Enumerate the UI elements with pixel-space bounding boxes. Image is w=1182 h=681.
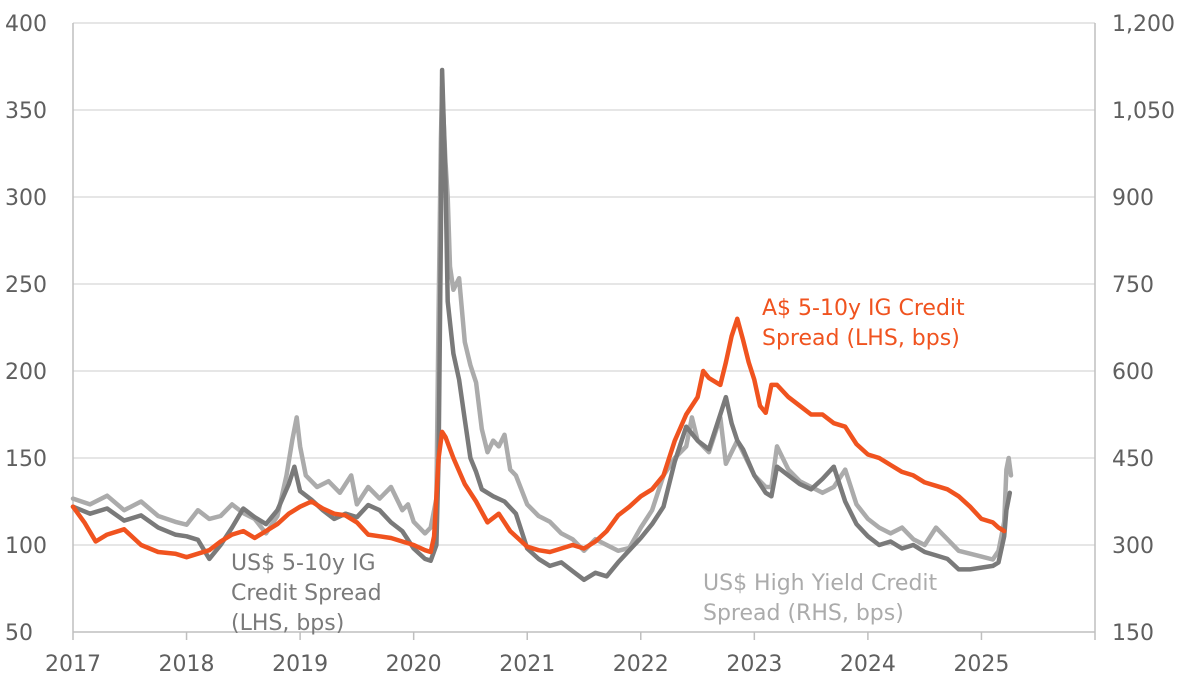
y-left-tick-label: 100: [5, 534, 47, 559]
y-right-tick-label: 450: [1112, 447, 1154, 472]
annotation-line: Spread (RHS, bps): [703, 601, 904, 626]
series-lines: [70, 67, 1014, 583]
tick-labels: 50 100 150 200 250 300 350 400 150 300 450 600 750 90…: [5, 12, 1175, 677]
y-right-tick-label: 750: [1112, 273, 1154, 298]
y-right-tick-label: 600: [1112, 360, 1154, 385]
us-high-yield-annotation: US$ High Yield Credit Spread (RHS, bps): [703, 571, 938, 626]
us-ig-spread-line: [70, 67, 1013, 583]
annotation-line: Credit Spread: [231, 581, 382, 606]
y-left-tick-label: 350: [5, 99, 47, 124]
annotation-line: A$ 5-10y IG Credit: [762, 296, 965, 321]
y-right-tick-label: 300: [1112, 534, 1154, 559]
y-left-tick-label: 250: [5, 273, 47, 298]
annotation-line: US$ 5-10y IG: [231, 551, 376, 576]
us-ig-spread-annotation: US$ 5-10y IG Credit Spread (LHS, bps): [231, 551, 382, 636]
aud-ig-spread-annotation: A$ 5-10y IG Credit Spread (LHS, bps): [762, 296, 965, 351]
annotation-line: Spread (LHS, bps): [762, 326, 960, 351]
x-tick-label: 2024: [840, 652, 896, 677]
aud-ig-spread-line: [70, 316, 1007, 560]
y-right-tick-label: 150: [1112, 621, 1154, 646]
y-left-tick-label: 150: [5, 447, 47, 472]
y-left-tick-label: 300: [5, 186, 47, 211]
gridlines: [73, 22, 1095, 633]
y-right-tick-label: 1,200: [1112, 12, 1175, 37]
x-tick-label: 2018: [159, 652, 215, 677]
x-tick-label: 2023: [726, 652, 782, 677]
y-left-tick-label: 50: [5, 621, 33, 646]
y-left-tick-label: 400: [5, 12, 47, 37]
series-annotations: A$ 5-10y IG Credit Spread (LHS, bps) US$ 5…: [231, 296, 965, 636]
annotation-line: US$ High Yield Credit: [703, 571, 938, 596]
x-tick-label: 2020: [386, 652, 442, 677]
us-high-yield-spread-line: [70, 84, 1014, 562]
x-tick-label: 2021: [499, 652, 555, 677]
y-left-tick-label: 200: [5, 360, 47, 385]
x-tick-label: 2022: [613, 652, 669, 677]
y-right-tick-label: 1,050: [1112, 99, 1175, 124]
axes: [72, 23, 1096, 640]
x-tick-label: 2017: [45, 652, 101, 677]
y-right-tick-label: 900: [1112, 186, 1154, 211]
annotation-line: (LHS, bps): [231, 611, 344, 636]
x-tick-label: 2025: [953, 652, 1009, 677]
x-tick-label: 2019: [272, 652, 328, 677]
